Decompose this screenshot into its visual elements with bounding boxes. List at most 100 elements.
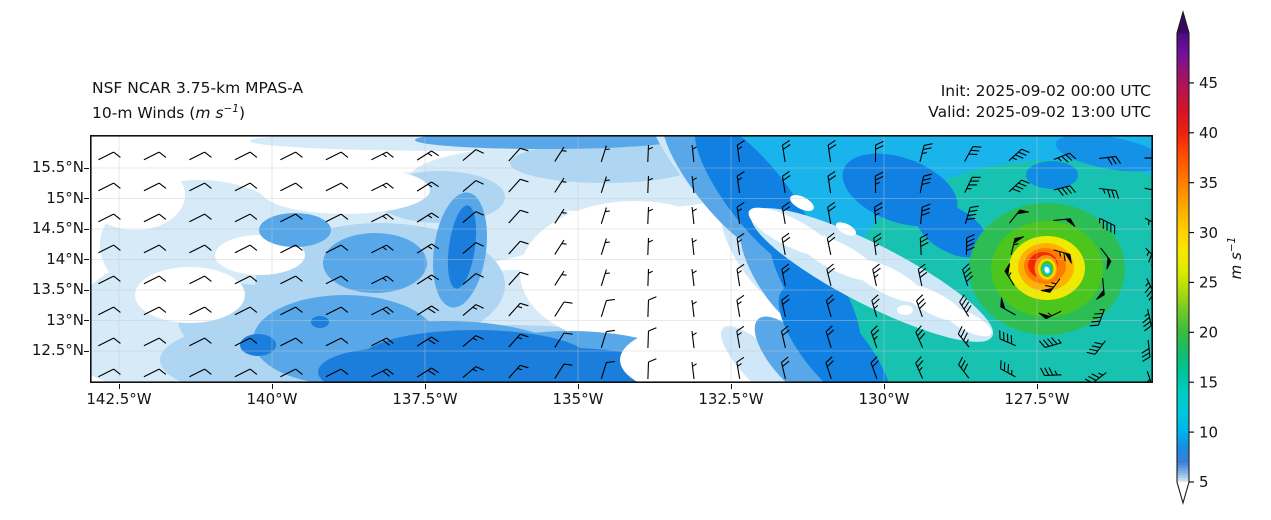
colorbar-strip: [1177, 335, 1189, 339]
wind-barb: [325, 275, 349, 285]
wind-barb: [600, 360, 615, 379]
wind-barb: [325, 151, 349, 161]
colorbar-strip: [1177, 263, 1189, 266]
colorbar-strip: [1177, 100, 1189, 104]
wind-speed-contour-blob: [240, 334, 276, 356]
colorbar-strip: [1177, 368, 1189, 371]
wind-barb: [781, 263, 790, 287]
colorbar-strip: [1177, 303, 1189, 306]
colorbar-strip: [1177, 463, 1189, 466]
wind-barb: [1040, 367, 1062, 377]
colorbar-tick-label: 5: [1199, 473, 1209, 491]
colorbar-strip: [1177, 133, 1189, 136]
colorbar-strip: [1177, 243, 1189, 246]
wind-barb-flag: [1013, 236, 1025, 245]
wind-barb: [462, 273, 484, 286]
wind-barb: [143, 244, 167, 254]
colorbar-strip: [1177, 333, 1189, 336]
lon-tick-mark: [577, 384, 579, 389]
wind-barb: [957, 325, 970, 348]
wind-barb: [827, 201, 836, 224]
wind-barbs-layer: [98, 139, 1153, 383]
wind-barb: [462, 366, 484, 379]
wind-barb: [964, 176, 981, 193]
title-units: m s: [195, 104, 224, 123]
colorbar-strip: [1177, 465, 1189, 469]
colorbar-strip: [1177, 113, 1189, 116]
wind-barb: [371, 368, 394, 378]
wind-barb: [234, 275, 258, 285]
wind-barb: [189, 244, 212, 254]
wind-barb: [1084, 372, 1107, 383]
wind-barb: [781, 294, 790, 318]
lon-tick-mark: [730, 384, 732, 389]
wind-barb-flag: [1106, 256, 1112, 270]
colorbar-strip: [1177, 435, 1189, 439]
colorbar-strip: [1177, 330, 1189, 334]
wind-barb: [825, 356, 834, 379]
colorbar-strip: [1177, 363, 1189, 366]
wind-barb: [462, 149, 484, 162]
wind-barb: [98, 368, 121, 378]
wind-speed-contour-blob: [135, 267, 245, 323]
lat-tick-mark: [84, 228, 89, 230]
wind-barb: [1141, 339, 1151, 362]
valid-time: Valid: 2025-09-02 13:00 UTC: [928, 103, 1151, 121]
colorbar-strip: [1177, 373, 1189, 376]
colorbar-strip: [1177, 395, 1189, 399]
wind-barb: [508, 271, 529, 286]
wind-barb: [508, 333, 529, 348]
wind-speed-contour-blob: [260, 166, 430, 214]
colorbar-strip: [1177, 438, 1189, 441]
colorbar-strip: [1177, 45, 1189, 49]
colorbar-strip: [1177, 48, 1189, 51]
colorbar-strip: [1177, 168, 1189, 171]
init-valid-times: Init: 2025-09-02 00:00 UTC Valid: 2025-0…: [928, 81, 1151, 123]
wind-barb: [234, 213, 258, 223]
wind-barb: [920, 203, 931, 225]
wind-barb: [600, 238, 610, 255]
lat-tick-label: 13°N: [46, 310, 84, 329]
wind-barb: [736, 171, 745, 194]
colorbar-strip: [1177, 200, 1189, 204]
colorbar-strip: [1177, 393, 1189, 396]
wind-speed-contour-blob: [318, 348, 462, 383]
colorbar-tick-label: 35: [1199, 174, 1218, 192]
colorbar-strip: [1177, 78, 1189, 81]
wind-barb-flag: [1064, 252, 1072, 264]
wind-speed-contour-blob: [90, 160, 185, 230]
wind-barb: [189, 337, 212, 347]
colorbar-strip: [1177, 328, 1189, 331]
colorbar-strip: [1177, 268, 1189, 271]
wind-speed-contour-blob: [1055, 135, 1153, 172]
lon-tick-mark: [883, 384, 885, 389]
wind-barb: [234, 368, 258, 378]
colorbar-strip: [1177, 225, 1189, 229]
wind-barb: [962, 263, 974, 286]
colorbar-strip: [1177, 105, 1189, 109]
colorbar-strip: [1177, 203, 1189, 206]
colorbar-strip: [1177, 193, 1189, 196]
wind-barb: [781, 139, 791, 163]
colorbar: 5 10 15 20 25 30 35 40 45 m s−1: [1176, 9, 1245, 506]
wind-barb: [600, 298, 615, 317]
wind-barb: [234, 337, 258, 347]
wind-barb: [874, 171, 884, 194]
colorbar-strip: [1177, 43, 1189, 46]
colorbar-strip: [1177, 123, 1189, 126]
wind-barb: [691, 176, 697, 194]
wind-barb: [647, 358, 657, 380]
colorbar-strip: [1177, 323, 1189, 326]
plot-title: NSF NCAR 3.75-km MPAS-A 10-m Winds (m s−…: [92, 78, 303, 124]
wind-barb: [143, 337, 167, 347]
colorbar-strip: [1177, 120, 1189, 124]
colorbar-strip: [1177, 278, 1189, 281]
wind-barb: [371, 182, 394, 192]
colorbar-strip: [1177, 68, 1189, 71]
colorbar-strip: [1177, 358, 1189, 361]
wind-speed-contour-blob: [1026, 161, 1078, 189]
lon-tick-label: 137.5°W: [392, 390, 458, 408]
colorbar-strip: [1177, 445, 1189, 449]
colorbar-strip: [1177, 60, 1189, 64]
wind-barb-flag: [1040, 287, 1054, 293]
